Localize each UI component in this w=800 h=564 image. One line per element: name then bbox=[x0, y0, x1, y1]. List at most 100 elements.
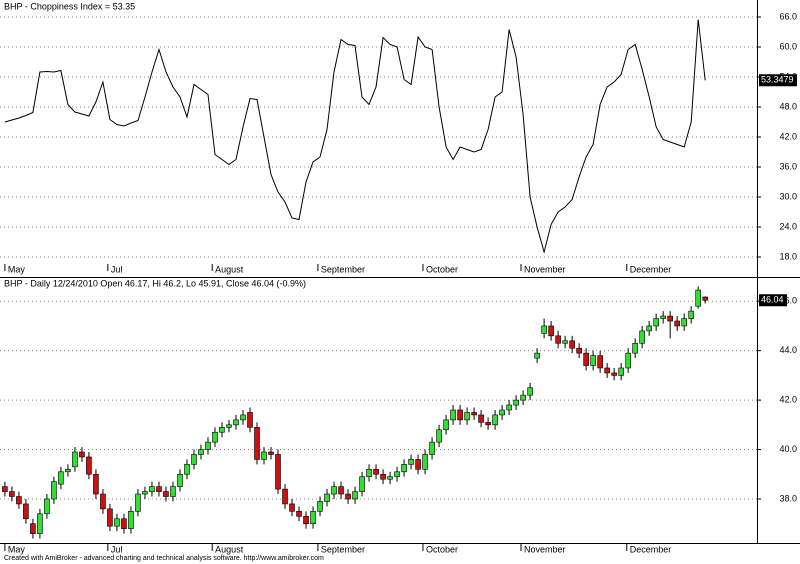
x-tick-label: Jul bbox=[111, 264, 123, 274]
candle-body bbox=[135, 493, 141, 512]
candle-body bbox=[590, 355, 596, 366]
candle-body bbox=[464, 412, 470, 421]
candle-body bbox=[198, 449, 204, 455]
candle-body bbox=[352, 491, 358, 500]
x-tick-label: October bbox=[426, 544, 458, 554]
candle-body bbox=[632, 342, 638, 354]
x-tick-label: December bbox=[630, 544, 672, 554]
candle-body bbox=[373, 469, 379, 475]
candle-body bbox=[695, 289, 701, 307]
candle-body bbox=[282, 488, 288, 505]
candle-body bbox=[37, 513, 43, 534]
candle-body bbox=[674, 320, 680, 327]
candle-body bbox=[121, 518, 127, 529]
candle-body bbox=[65, 469, 71, 473]
y-tick-label: 44.0 bbox=[779, 345, 797, 355]
candle-body bbox=[394, 471, 400, 478]
candle-body bbox=[156, 486, 162, 492]
y-tick-label: 38.0 bbox=[779, 493, 797, 503]
y-tick-label: 42.0 bbox=[779, 394, 797, 404]
candle-body bbox=[261, 451, 267, 460]
candle-body bbox=[289, 503, 295, 512]
candle-body bbox=[303, 515, 309, 524]
candle-body bbox=[240, 414, 246, 421]
candle-body bbox=[380, 473, 386, 480]
last-value-box bbox=[759, 74, 797, 87]
candle-body bbox=[366, 469, 372, 478]
pane-title: BHP - Daily 12/24/2010 Open 46.17, Hi 46… bbox=[4, 278, 306, 288]
candle-body bbox=[72, 451, 78, 468]
candle-body bbox=[422, 454, 428, 470]
candle-body bbox=[688, 310, 694, 319]
candle-body bbox=[163, 491, 169, 497]
candle-body bbox=[114, 518, 120, 527]
indicator-line bbox=[4, 19, 706, 254]
y-tick-label: 66.0 bbox=[779, 11, 797, 21]
footer: Created with AmiBroker - advanced charti… bbox=[4, 555, 324, 562]
candle-body bbox=[2, 486, 8, 492]
candle-body bbox=[457, 409, 463, 421]
x-tick-label: September bbox=[321, 264, 365, 274]
candle-body bbox=[51, 481, 57, 500]
candle-body bbox=[681, 318, 687, 327]
x-tick-label: Jul bbox=[111, 544, 123, 554]
last-value-label: 53.3479 bbox=[761, 75, 794, 85]
x-tick-label: November bbox=[524, 544, 566, 554]
candle-body bbox=[429, 441, 435, 455]
candle-body bbox=[569, 340, 575, 349]
x-tick-label: May bbox=[8, 264, 26, 274]
candle-body bbox=[296, 511, 302, 517]
candle-body bbox=[233, 419, 239, 426]
y-tick-label: 46.0 bbox=[779, 296, 797, 306]
candle-body bbox=[23, 503, 29, 520]
y-tick-label: 30.0 bbox=[779, 191, 797, 201]
candle-body bbox=[611, 372, 617, 376]
last-value-box bbox=[759, 294, 787, 307]
candle-body bbox=[653, 318, 659, 327]
candle-body bbox=[100, 493, 106, 510]
candle-body bbox=[247, 412, 253, 428]
x-tick-label: October bbox=[426, 264, 458, 274]
candle-body bbox=[30, 523, 36, 534]
candle-body bbox=[562, 340, 568, 344]
candle-body bbox=[107, 508, 113, 527]
candle-body bbox=[450, 409, 456, 421]
candle-body bbox=[93, 473, 99, 495]
candle-body bbox=[527, 387, 533, 396]
candle-body bbox=[625, 352, 631, 369]
candle-body bbox=[170, 486, 176, 497]
candle-body bbox=[58, 471, 64, 485]
candle-body bbox=[506, 404, 512, 411]
candle-body bbox=[401, 464, 407, 473]
candle-body bbox=[79, 451, 85, 458]
candle-body bbox=[310, 511, 316, 524]
candle-body bbox=[513, 399, 519, 406]
last-value-label: 46.04 bbox=[761, 295, 784, 305]
x-tick-label: November bbox=[524, 264, 566, 274]
candle-body bbox=[317, 501, 323, 512]
candle-body bbox=[597, 355, 603, 369]
candle-body bbox=[604, 367, 610, 374]
candle-body bbox=[520, 394, 526, 401]
y-tick-label: 36.0 bbox=[779, 161, 797, 171]
candle-body bbox=[660, 315, 666, 319]
y-tick-label: 48.0 bbox=[779, 101, 797, 111]
pane-title: BHP - Choppiness Index = 53.35 bbox=[4, 1, 135, 11]
candle-body bbox=[436, 429, 442, 443]
candle-body bbox=[205, 441, 211, 450]
candle-body bbox=[646, 325, 652, 332]
y-tick-label: 60.0 bbox=[779, 41, 797, 51]
candle-body bbox=[499, 409, 505, 416]
candle-body bbox=[331, 486, 337, 495]
y-tick-label: 40.0 bbox=[779, 444, 797, 454]
candle-body bbox=[268, 451, 274, 455]
candle-body bbox=[387, 476, 393, 480]
candle-body bbox=[359, 476, 365, 492]
candle-body bbox=[212, 431, 218, 443]
x-tick-label: August bbox=[215, 544, 244, 554]
x-tick-label: August bbox=[215, 264, 244, 274]
candle-body bbox=[86, 456, 92, 475]
candle-body bbox=[555, 335, 561, 344]
